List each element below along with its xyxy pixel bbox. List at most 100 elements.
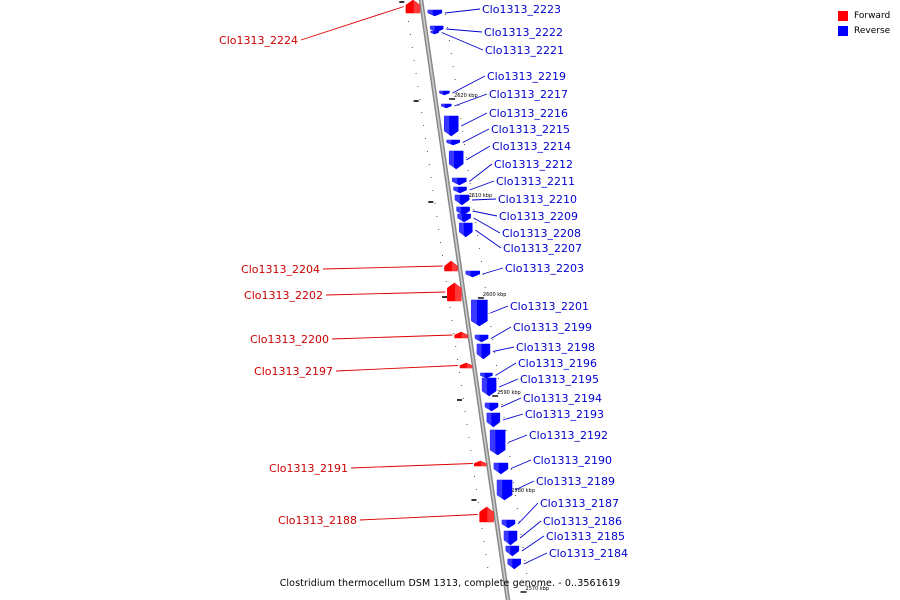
forward-gene[interactable] [459,362,473,369]
reverse-gene[interactable] [480,372,493,379]
reverse-gene[interactable] [486,412,501,428]
reverse-gene-label[interactable]: Clo1313_2221 [485,44,564,57]
reverse-gene-label[interactable]: Clo1313_2184 [549,547,628,560]
reverse-gene-label[interactable]: Clo1313_2208 [502,227,581,240]
gene-shading [480,373,485,377]
minor-mark-left [408,21,410,22]
reverse-gene-label[interactable]: Clo1313_2207 [503,242,582,255]
minor-mark-right [503,417,505,418]
minor-mark-right [509,456,511,457]
minor-mark-left [474,476,476,477]
tick-layer: 2620 kbp 2610 kbp 2600 kbp 2590 kbp 2580 kbp… [399,1,549,593]
reverse-gene-label[interactable]: Clo1313_2193 [525,408,604,421]
reverse-gene-label[interactable]: Clo1313_2195 [520,373,599,386]
minor-mark-left [468,437,470,438]
reverse-gene-label[interactable]: Clo1313_2196 [518,357,597,370]
forward-gene-label[interactable]: Clo1313_2197 [254,365,333,378]
reverse-gene[interactable] [456,206,470,216]
reverse-gene[interactable] [507,558,522,570]
reverse-gene[interactable] [453,186,467,194]
reverse-gene[interactable] [441,103,452,109]
reverse-gene[interactable] [505,545,520,557]
reverse-gene-label[interactable]: Clo1313_2209 [499,210,578,223]
forward-gene[interactable] [405,0,421,14]
forward-gene-label[interactable]: Clo1313_2200 [250,333,329,346]
gene-shading [461,333,468,338]
reverse-gene-label[interactable]: Clo1313_2215 [491,123,570,136]
minor-mark-left [455,346,457,347]
reverse-gene-label[interactable]: Clo1313_2212 [494,158,573,171]
reverse-gene[interactable] [501,519,516,529]
reverse-gene-label[interactable]: Clo1313_2192 [529,429,608,442]
reverse-gene-label[interactable]: Clo1313_2186 [543,515,622,528]
reverse-gene[interactable] [493,462,509,475]
minor-mark-right [484,287,486,288]
forward-leader-line [300,6,405,41]
reverse-gene[interactable] [452,177,467,186]
reverse-gene-label[interactable]: Clo1313_2214 [492,140,571,153]
scale-tick-label: 2590 kbp [497,390,521,396]
forward-gene[interactable] [479,506,494,523]
forward-gene-label[interactable]: Clo1313_2224 [219,34,298,47]
reverse-gene[interactable] [457,213,471,223]
reverse-gene[interactable] [481,377,497,397]
minor-mark-right [520,534,522,535]
reverse-gene[interactable] [446,139,460,146]
gene-shading [451,262,458,271]
reverse-gene-label[interactable]: Clo1313_2210 [498,193,577,206]
reverse-gene-label[interactable]: Clo1313_2223 [482,3,561,16]
minor-mark-right [522,547,524,548]
minor-mark-right [505,430,507,431]
reverse-gene-label[interactable]: Clo1313_2219 [487,70,566,83]
minor-mark-right [469,183,471,184]
reverse-gene[interactable] [454,194,470,206]
reverse-gene-label[interactable]: Clo1313_2185 [546,530,625,543]
reverse-gene[interactable] [476,343,491,360]
reverse-gene[interactable] [484,402,499,412]
forward-gene[interactable] [473,460,487,467]
reverse-gene-label[interactable]: Clo1313_2187 [540,497,619,510]
reverse-leader-line [446,28,483,33]
minor-mark-right [450,53,452,54]
reverse-gene-label[interactable]: Clo1313_2222 [484,26,563,39]
reverse-gene[interactable] [474,334,489,343]
reverse-gene[interactable] [427,9,443,17]
reverse-gene[interactable] [465,270,480,278]
minor-mark-left [423,125,425,126]
reverse-gene-label[interactable]: Clo1313_2194 [523,392,602,405]
reverse-leader-line [473,217,501,234]
reverse-gene-label[interactable]: Clo1313_2199 [513,321,592,334]
reverse-leader-line [498,378,519,388]
reverse-gene[interactable] [429,25,444,33]
forward-gene[interactable] [444,260,458,272]
reverse-gene[interactable] [503,530,518,546]
forward-gene[interactable] [454,331,468,339]
reverse-gene[interactable] [459,222,473,238]
reverse-gene[interactable] [430,30,439,35]
forward-gene-label[interactable]: Clo1313_2204 [241,263,320,276]
reverse-gene-label[interactable]: Clo1313_2190 [533,454,612,467]
reverse-gene-label[interactable]: Clo1313_2189 [536,475,615,488]
legend-forward: Forward [838,8,890,23]
minor-mark-left [451,320,453,321]
reverse-gene[interactable] [439,90,450,96]
reverse-gene-label[interactable]: Clo1313_2217 [489,88,568,101]
gene-shading [441,104,445,107]
reverse-gene[interactable] [471,299,488,327]
reverse-gene-label[interactable]: Clo1313_2203 [505,262,584,275]
reverse-gene[interactable] [444,115,459,137]
reverse-gene-label[interactable]: Clo1313_2201 [510,300,589,313]
forward-gene-label[interactable]: Clo1313_2202 [244,289,323,302]
forward-gene-label[interactable]: Clo1313_2191 [269,462,348,475]
reverse-gene-label[interactable]: Clo1313_2198 [516,341,595,354]
reverse-gene[interactable] [496,479,513,501]
forward-gene-label[interactable]: Clo1313_2188 [278,514,357,527]
reverse-gene[interactable] [489,429,506,456]
reverse-gene-label[interactable]: Clo1313_2216 [489,107,568,120]
reverse-gene-label[interactable]: Clo1313_2211 [496,175,575,188]
forward-gene[interactable] [447,282,462,302]
reverse-gene[interactable] [448,150,464,170]
gene-shading [466,364,472,368]
reverse-leader-line [452,75,486,94]
